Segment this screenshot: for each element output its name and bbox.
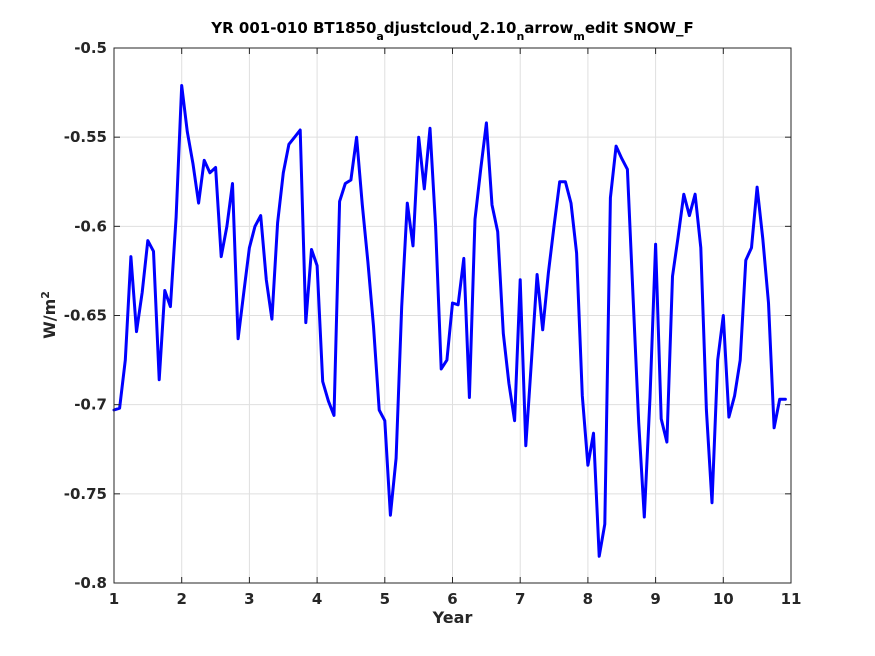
y-tick-label: -0.7	[74, 396, 107, 414]
x-tick-label: 10	[713, 590, 734, 608]
y-tick-label: -0.55	[64, 128, 107, 146]
x-tick-label: 6	[447, 590, 457, 608]
title-segment: YR 001-010 BT1850	[210, 19, 376, 37]
x-tick-label: 3	[244, 590, 254, 608]
title-subscript: a	[376, 30, 383, 43]
x-tick-label: 11	[781, 590, 802, 608]
x-tick-label: 5	[380, 590, 390, 608]
series-layer	[112, 84, 787, 558]
y-tick-labels: -0.5 -0.55 -0.6 -0.65 -0.7 -0.75 -0.8	[64, 39, 107, 592]
title-subscript: n	[516, 30, 524, 43]
chart-title: YR 001-010 BT1850adjustcloudv2.10narrowm…	[210, 19, 693, 43]
x-tick-label: 4	[312, 590, 322, 608]
y-tick-label: -0.75	[64, 485, 107, 503]
title-subscript: m	[573, 30, 584, 43]
y-axis-label-base: W/m	[40, 299, 59, 339]
x-tick-label: 8	[583, 590, 593, 608]
title-segment: arrow	[524, 19, 573, 37]
y-tick-label: -0.6	[74, 217, 107, 235]
x-tick-label: 1	[109, 590, 119, 608]
y-tick-label: -0.8	[74, 574, 107, 592]
y-axis-label: W/m2	[39, 291, 60, 339]
title-segment: djustcloud	[384, 19, 472, 37]
x-tick-label: 9	[650, 590, 660, 608]
x-tick-label: 2	[176, 590, 186, 608]
y-tick-label: -0.65	[64, 307, 107, 325]
title-segment: edit SNOW_F	[585, 19, 694, 37]
x-tick-label: 7	[515, 590, 525, 608]
y-axis-label-exponent: 2	[39, 291, 52, 299]
title-segment: 2.10	[479, 19, 516, 37]
x-axis-label: Year	[432, 608, 473, 627]
title-subscript: v	[472, 30, 480, 43]
y-tick-label: -0.5	[74, 39, 107, 57]
x-tick-labels: 1 2 3 4 5 6 7 8 9 10 11	[109, 590, 802, 608]
series-line	[112, 84, 787, 558]
axis-ticks	[113, 47, 792, 584]
